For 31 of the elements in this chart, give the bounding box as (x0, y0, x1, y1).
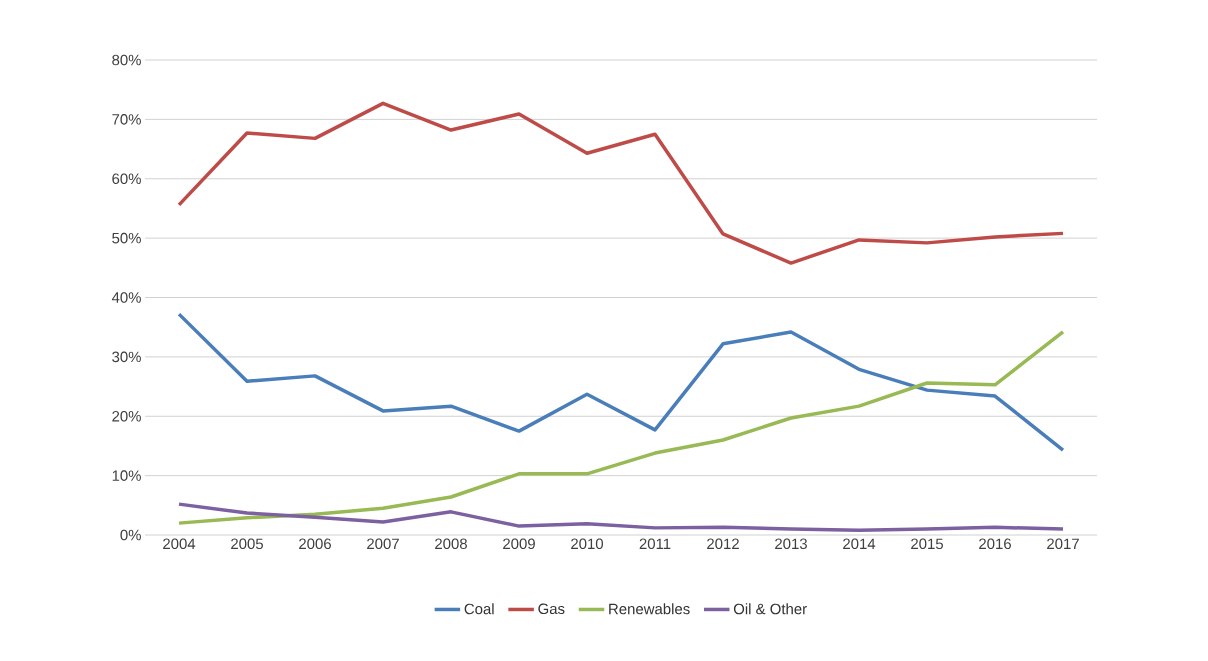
x-tick-label: 2004 (163, 538, 196, 550)
x-tick-label: 2015 (911, 538, 943, 550)
x-tick-label: 2017 (1047, 538, 1079, 550)
line-series (177, 502, 1065, 532)
x-tick-label: 2012 (707, 538, 739, 550)
legend-label: Renewables (609, 603, 690, 615)
x-tick-label: 2009 (503, 538, 535, 550)
x-tick-label: 2014 (843, 538, 876, 550)
line-series (177, 330, 1065, 525)
x-tick-label: 2006 (299, 538, 331, 550)
line-series (177, 312, 1065, 452)
x-tick-label: 2011 (639, 538, 671, 550)
x-tick-label: 2008 (435, 538, 467, 550)
y-tick-label: 20% (112, 410, 141, 422)
line-series (177, 101, 1065, 265)
x-tick-label: 2007 (367, 538, 399, 550)
x-tick-label: 2010 (571, 538, 604, 550)
y-tick-label: 40% (111, 292, 141, 303)
y-tick-label: 0% (120, 529, 141, 541)
y-tick-label: 50% (112, 232, 141, 244)
legend-label: Gas (538, 603, 565, 615)
x-tick-label: 2013 (775, 538, 807, 550)
x-tick-label: 2005 (231, 538, 263, 550)
legend-label: Coal (464, 603, 494, 615)
y-tick-label: 70% (112, 114, 141, 125)
y-tick-label: 30% (112, 351, 141, 363)
y-tick-label: 60% (112, 173, 141, 185)
legend-label: Oil & Other (733, 603, 807, 615)
x-tick-label: 2016 (979, 538, 1011, 550)
y-tick-label: 80% (112, 54, 141, 66)
y-tick-label: 10% (112, 470, 141, 481)
